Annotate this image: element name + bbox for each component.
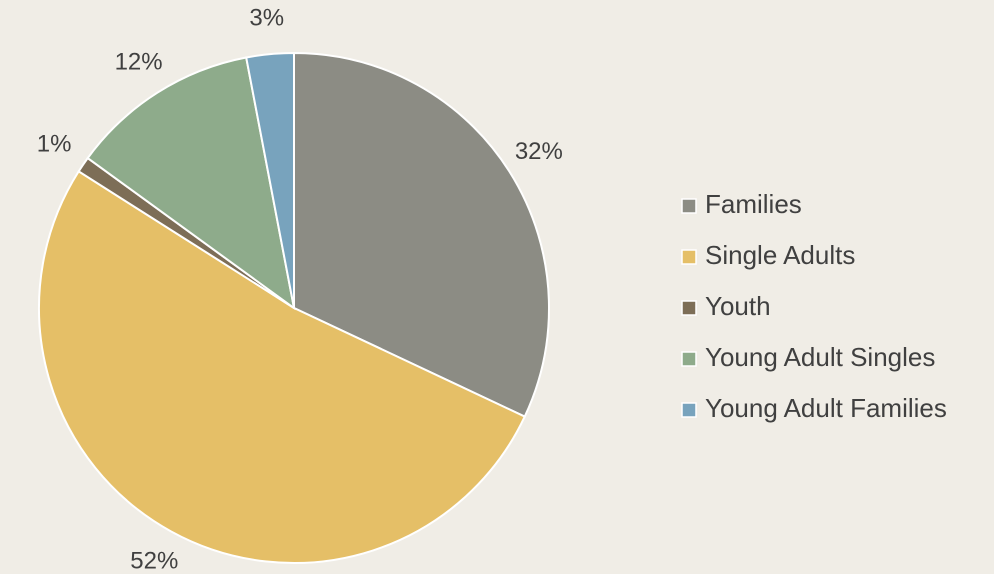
data-label: 32%: [515, 138, 563, 165]
data-label: 12%: [115, 48, 163, 75]
data-label: 1%: [37, 130, 72, 157]
legend-swatch: [681, 249, 697, 265]
data-label: 3%: [249, 5, 284, 32]
legend-swatch: [681, 351, 697, 367]
legend-label: Single Adults: [705, 240, 855, 270]
legend-label: Young Adult Families: [705, 393, 947, 423]
legend-label: Youth: [705, 291, 771, 321]
data-label: 52%: [130, 547, 178, 574]
legend-label: Families: [705, 189, 802, 219]
legend-swatch: [681, 198, 697, 214]
pie-slice: [86, 56, 296, 311]
legend-swatch: [681, 402, 697, 418]
legend-swatch: [681, 300, 697, 316]
pie-slice: [293, 51, 550, 418]
pie-slice: [38, 169, 527, 564]
legend-label: Young Adult Singles: [705, 342, 935, 372]
pie-slice: [245, 51, 295, 309]
